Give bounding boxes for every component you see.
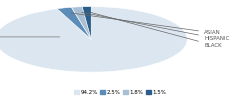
Text: HISPANIC: HISPANIC xyxy=(82,12,229,41)
Wedge shape xyxy=(57,7,91,39)
Text: BLACK: BLACK xyxy=(90,12,222,48)
Text: WHITE: WHITE xyxy=(0,34,60,39)
Wedge shape xyxy=(72,7,91,39)
Wedge shape xyxy=(82,7,91,39)
Legend: 94.2%, 2.5%, 1.8%, 1.5%: 94.2%, 2.5%, 1.8%, 1.5% xyxy=(72,88,168,97)
Wedge shape xyxy=(0,7,187,72)
Text: ASIAN: ASIAN xyxy=(71,13,221,35)
